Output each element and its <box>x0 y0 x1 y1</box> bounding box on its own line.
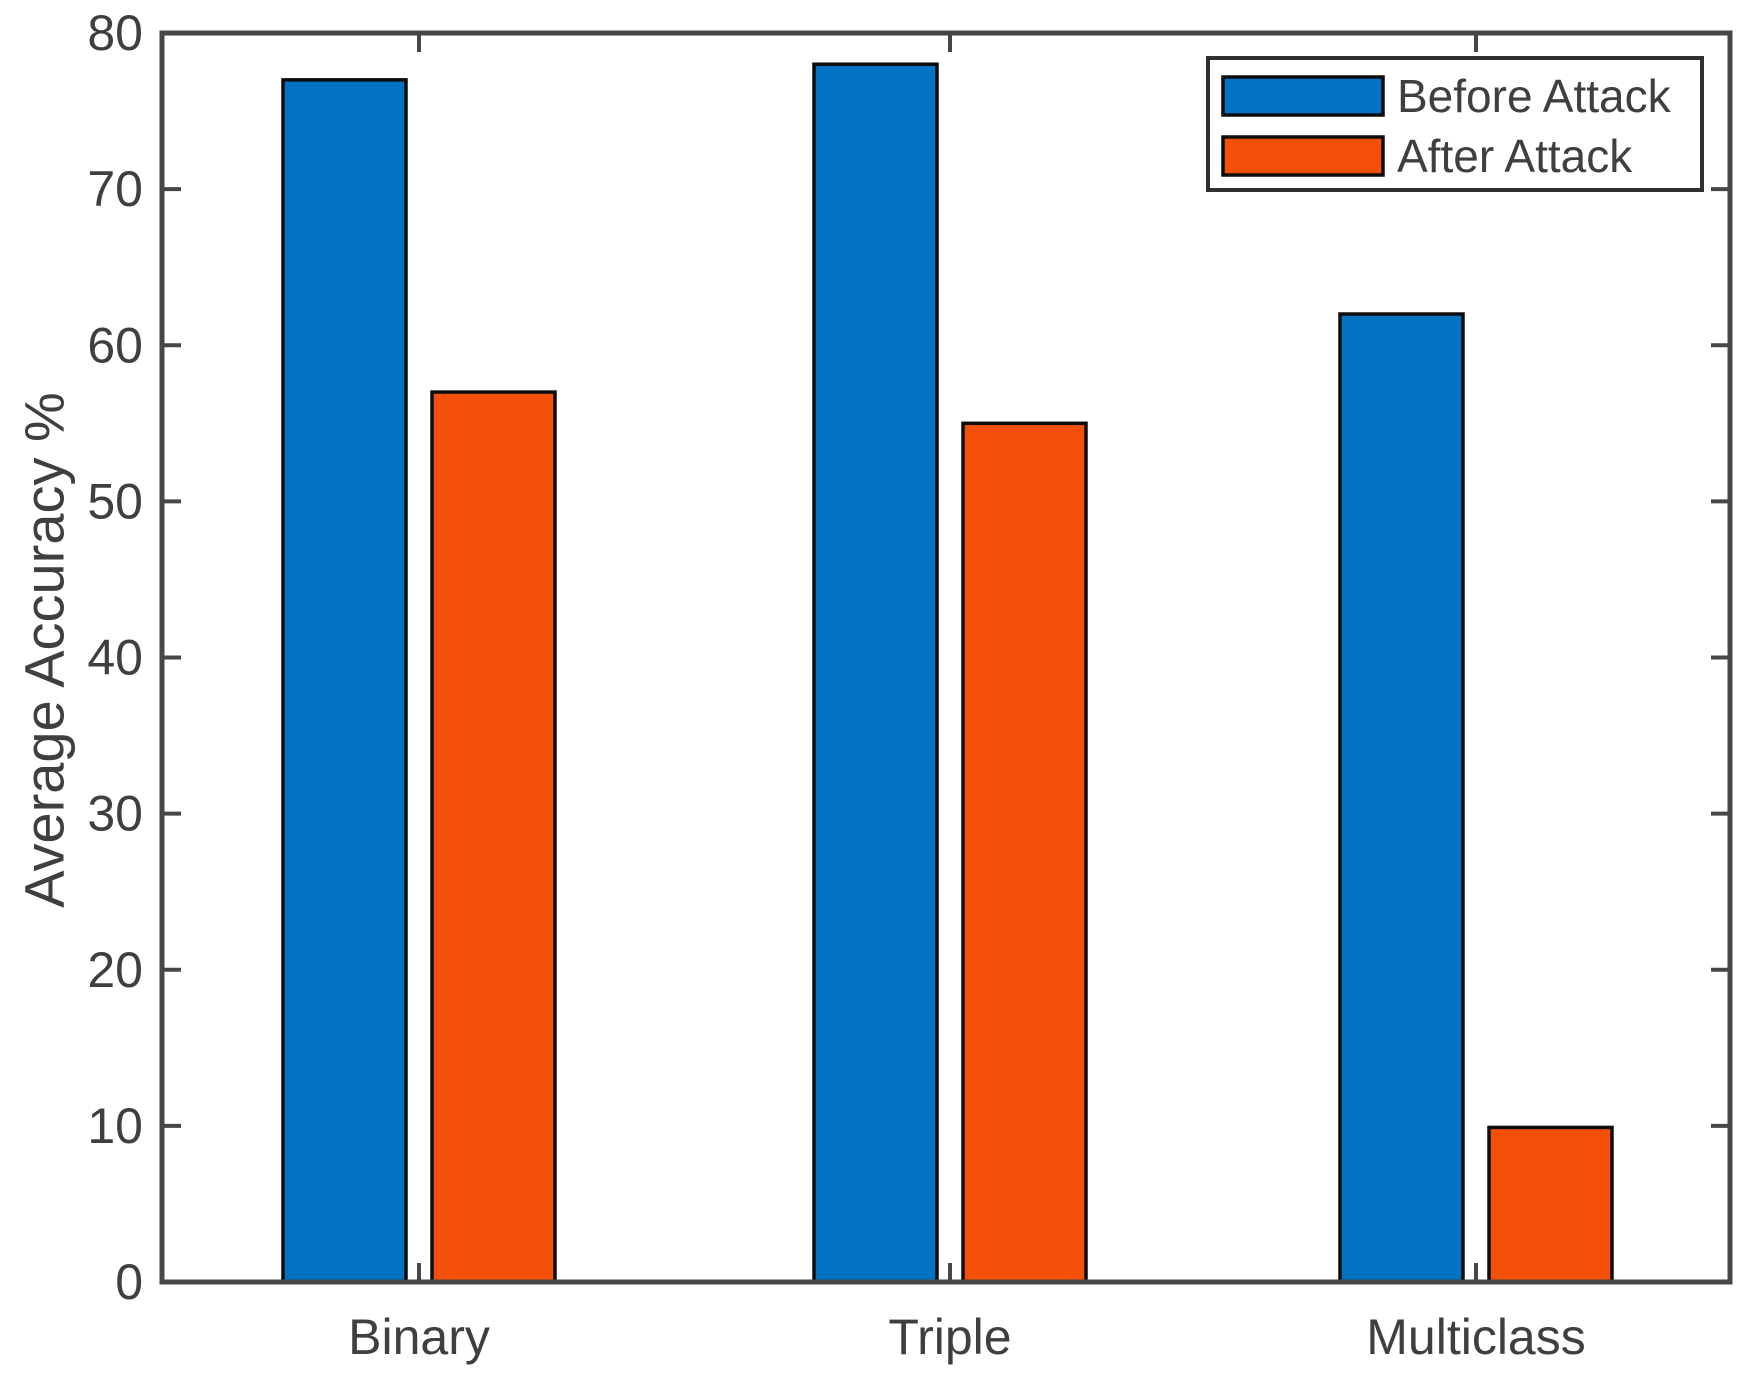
bar-after-attack-triple <box>961 421 1088 1284</box>
category-label-triple: Triple <box>888 1309 1011 1365</box>
y-tick-label-60: 60 <box>87 317 143 373</box>
legend-swatch-before-attack <box>1221 75 1385 117</box>
y-tick-label-50: 50 <box>87 473 143 529</box>
bar-before-attack-triple <box>812 62 939 1284</box>
y-tick-label-20: 20 <box>87 942 143 998</box>
bar-before-attack-multiclass <box>1338 312 1465 1284</box>
y-tick-label-10: 10 <box>87 1098 143 1154</box>
y-tick-label-80: 80 <box>87 5 143 61</box>
bar-after-attack-multiclass <box>1487 1125 1614 1284</box>
legend-label-before-attack: Before Attack <box>1397 70 1672 122</box>
labels-group: 0 10 20 30 40 50 60 70 80 Binary Triple Multiclass <box>87 5 1585 1365</box>
category-label-multiclass: Multiclass <box>1366 1309 1585 1365</box>
ticks-group <box>164 35 1728 1280</box>
bar-before-attack-binary <box>281 78 408 1284</box>
legend-swatch-after-attack <box>1221 135 1385 177</box>
plot-area <box>162 33 1730 1282</box>
bars-group <box>281 62 1614 1284</box>
y-tick-label-40: 40 <box>87 630 143 686</box>
legend-label-after-attack: After Attack <box>1397 130 1633 182</box>
y-tick-label-0: 0 <box>115 1254 143 1310</box>
category-label-binary: Binary <box>348 1309 490 1365</box>
y-tick-label-30: 30 <box>87 786 143 842</box>
legend: Before Attack After Attack <box>1206 56 1704 192</box>
y-tick-label-70: 70 <box>87 161 143 217</box>
bar-after-attack-binary <box>430 390 557 1284</box>
y-axis-label: Average Accuracy % <box>13 392 76 908</box>
plot-frame <box>159 30 1733 1285</box>
